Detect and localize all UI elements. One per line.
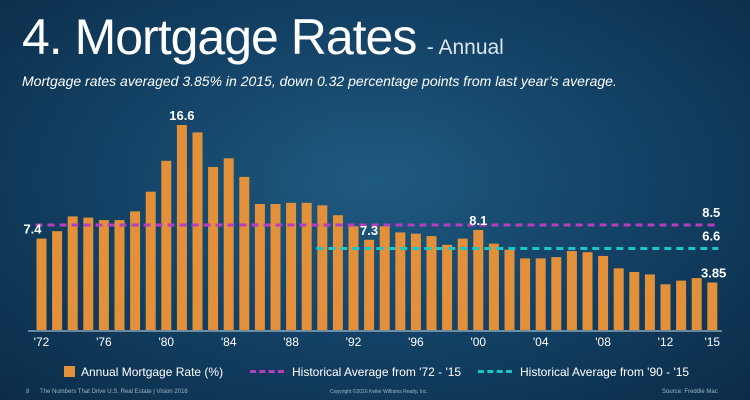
x-tick-label-5: '92 bbox=[346, 335, 362, 349]
data-label-0: 7.4 bbox=[23, 222, 42, 237]
bar-2000 bbox=[473, 230, 484, 330]
footer-source: Source: Freddie Mac bbox=[662, 389, 718, 395]
x-tick-label-10: '12 bbox=[658, 335, 674, 349]
bar-1984 bbox=[223, 158, 234, 330]
bar-1980 bbox=[161, 160, 172, 330]
bar-1974 bbox=[67, 216, 78, 330]
x-tick-label-8: '04 bbox=[533, 335, 549, 349]
footer-copyright: Copyright ©2016 Keller Williams Realty, … bbox=[330, 389, 428, 395]
legend-label-annual-rate: Annual Mortgage Rate (%) bbox=[81, 365, 224, 379]
bar-1987 bbox=[270, 204, 281, 330]
bar-1978 bbox=[130, 211, 141, 330]
bar-1981 bbox=[176, 125, 187, 330]
bar-1988 bbox=[286, 202, 297, 330]
bar-1996 bbox=[410, 233, 421, 330]
data-label-4: 8.5 bbox=[702, 205, 720, 220]
x-tick-label-2: '80 bbox=[158, 335, 174, 349]
bar-1979 bbox=[145, 191, 156, 330]
footer-page-number: 8 bbox=[26, 389, 30, 395]
bar-2004 bbox=[535, 258, 546, 330]
legend-item-annual-rate: Annual Mortgage Rate (%) bbox=[64, 365, 223, 379]
x-tick-label-6: '96 bbox=[408, 335, 424, 349]
bar-2005 bbox=[551, 257, 562, 330]
chart-summary: Mortgage rates averaged 3.85% in 2015, d… bbox=[22, 73, 617, 89]
bar-1982 bbox=[192, 132, 203, 330]
legend-dash-avg-90-15 bbox=[478, 370, 512, 373]
bar-2014 bbox=[691, 278, 702, 330]
bar-1993 bbox=[364, 239, 375, 330]
bar-2011 bbox=[644, 274, 655, 330]
bar-1977 bbox=[114, 220, 125, 330]
bar-1985 bbox=[239, 176, 250, 330]
x-tick-label-7: '00 bbox=[470, 335, 486, 349]
bar-1989 bbox=[301, 202, 312, 330]
legend-item-avg-72-15: Historical Average from '72 - '15 bbox=[250, 365, 461, 379]
x-tick-label-3: '84 bbox=[221, 335, 237, 349]
x-tick-label-11: '15 bbox=[704, 335, 720, 349]
bar-2009 bbox=[613, 268, 624, 330]
x-tick-label-9: '08 bbox=[595, 335, 611, 349]
bar-2008 bbox=[598, 255, 609, 330]
bar-1990 bbox=[317, 205, 328, 330]
legend-item-avg-90-15: Historical Average from '90 - '15 bbox=[478, 365, 689, 379]
title-row: 4. Mortgage Rates - Annual bbox=[22, 8, 504, 66]
bar-2007 bbox=[582, 252, 593, 330]
bar-1976 bbox=[98, 220, 109, 330]
bar-2015 bbox=[707, 282, 718, 330]
bar-2010 bbox=[629, 272, 640, 330]
bar-1986 bbox=[254, 204, 265, 330]
legend-label-avg-90-15: Historical Average from '90 - '15 bbox=[520, 365, 690, 379]
legend-dash-avg-72-15 bbox=[250, 370, 284, 373]
bar-1999 bbox=[457, 238, 468, 330]
bar-1975 bbox=[83, 217, 94, 330]
data-label-5: 6.6 bbox=[702, 229, 720, 244]
bar-1998 bbox=[442, 244, 453, 330]
data-label-6: 3.85 bbox=[701, 266, 726, 281]
bar-1994 bbox=[379, 226, 390, 330]
x-tick-label-4: '88 bbox=[283, 335, 299, 349]
legend-label-avg-72-15: Historical Average from '72 - '15 bbox=[292, 365, 462, 379]
bar-1995 bbox=[395, 232, 406, 330]
data-label-2: 7.3 bbox=[360, 223, 378, 238]
x-tick-label-0: '72 bbox=[34, 335, 50, 349]
data-label-1: 16.6 bbox=[169, 108, 194, 123]
bar-2013 bbox=[676, 280, 687, 330]
bar-2012 bbox=[660, 284, 671, 330]
page-title: 4. Mortgage Rates bbox=[22, 9, 417, 65]
bar-2002 bbox=[504, 249, 515, 330]
bar-1991 bbox=[332, 215, 343, 330]
bar-1973 bbox=[52, 231, 63, 330]
page-subtitle: - Annual bbox=[426, 36, 504, 59]
x-tick-label-1: '76 bbox=[96, 335, 112, 349]
bar-2001 bbox=[488, 243, 499, 330]
footer-publication: The Numbers That Drive U.S. Real Estate … bbox=[40, 389, 188, 395]
bar-2006 bbox=[566, 251, 577, 330]
bar-1997 bbox=[426, 236, 437, 330]
bar-1983 bbox=[208, 167, 219, 330]
bar-1992 bbox=[348, 226, 359, 330]
bar-1972 bbox=[36, 238, 47, 330]
bar-2003 bbox=[520, 258, 531, 330]
legend-swatch-annual-rate bbox=[64, 366, 75, 377]
data-label-3: 8.1 bbox=[469, 213, 487, 228]
